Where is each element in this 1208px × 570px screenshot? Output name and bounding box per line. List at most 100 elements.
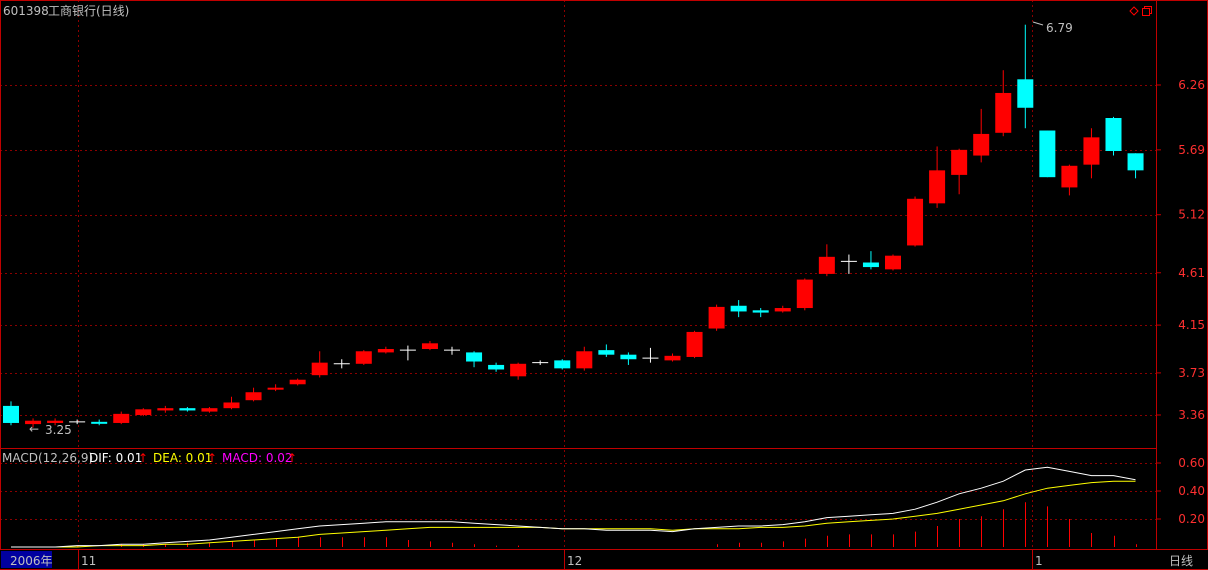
dea-value: DEA: 0.01 (153, 451, 212, 465)
price-tick-label: 3.36 (1178, 408, 1205, 422)
price-tick-label: 5.12 (1178, 208, 1205, 222)
candle (466, 351, 483, 368)
candle (1039, 130, 1056, 178)
price-axis: 6.26 5.69 5.12 4.61 4.15 3.73 3.36 (1156, 78, 1205, 422)
date-label-dec: 12 (567, 554, 582, 568)
candle (1105, 116, 1122, 156)
price-tick-label: 3.73 (1178, 366, 1205, 380)
candle (399, 345, 416, 361)
candle (25, 418, 42, 428)
candle-body (554, 360, 571, 369)
candle (620, 352, 637, 365)
candle-body (1127, 153, 1144, 171)
low-arrow: ← (29, 422, 39, 436)
candle-body (664, 355, 681, 361)
candle (708, 304, 725, 331)
candle (951, 148, 968, 195)
maximize-icon[interactable] (1142, 6, 1152, 16)
candle-body (598, 350, 615, 355)
macd-legend: MACD(12,26,9) DIF: 0.01 ↑ DEA: 0.01 ↑ MA… (2, 451, 297, 465)
candle (333, 359, 350, 369)
high-label: 6.79 (1046, 21, 1073, 35)
candle (444, 346, 460, 355)
candle (907, 196, 924, 247)
candle (686, 330, 703, 359)
candle (267, 384, 284, 392)
candle-body (774, 308, 791, 312)
candle (1127, 153, 1144, 179)
candle-body (510, 363, 527, 377)
candle (355, 350, 372, 365)
candle-body (973, 133, 990, 156)
candle-body (730, 305, 747, 312)
candle (840, 254, 857, 274)
candle-body (201, 408, 218, 412)
candle-body (311, 362, 328, 376)
macd-histogram (77, 502, 1137, 547)
candle-body (1061, 165, 1078, 188)
macd-tick-label: 0.60 (1178, 456, 1205, 470)
candle (201, 407, 218, 413)
candle-body (157, 408, 174, 411)
candle (3, 401, 19, 426)
macd-tick-label: 0.40 (1178, 484, 1205, 498)
candle (885, 254, 901, 271)
candle-body (862, 262, 879, 268)
dif-line (11, 466, 1136, 548)
candle (289, 378, 306, 386)
candle-body (1105, 118, 1122, 151)
date-axis: 2006年 11 12 1 日线 (1, 550, 1193, 569)
candle (245, 387, 262, 402)
candle (995, 70, 1012, 137)
candle-body (355, 351, 372, 364)
candle-body (1039, 130, 1056, 178)
candle (730, 300, 747, 318)
candle (642, 347, 659, 363)
candle (69, 419, 86, 425)
candle (862, 251, 879, 270)
restore-icon[interactable] (1129, 6, 1139, 16)
candle-body (289, 379, 306, 385)
candle (488, 362, 505, 372)
dif-arrow: ↑ (138, 451, 148, 465)
candle (113, 411, 130, 425)
period-label[interactable]: 日线 (1169, 554, 1193, 568)
price-tick-label: 6.26 (1178, 78, 1205, 92)
candle-body (995, 92, 1012, 133)
stock-name: 工商银行(日线) (48, 3, 129, 18)
candle-body (929, 170, 946, 204)
candle-body (1083, 137, 1100, 165)
candle-body (91, 421, 108, 424)
candle (554, 359, 571, 370)
macd-arrow: ↑ (287, 451, 297, 465)
candle-body (421, 343, 438, 349)
high-annotation: 6.79 (1032, 21, 1073, 35)
candle-body (267, 387, 284, 390)
macd-tick-label: 0.20 (1178, 512, 1205, 526)
candle (223, 396, 240, 410)
candle (510, 362, 527, 380)
candle-body (885, 255, 901, 270)
candle-body (488, 364, 505, 370)
candle-body (686, 331, 703, 357)
candle-body (223, 402, 240, 409)
stock-symbol: 601398 (3, 4, 49, 18)
candle (91, 419, 108, 426)
candle (973, 108, 990, 163)
candle-body (752, 310, 769, 313)
candle (377, 346, 394, 354)
price-tick-label: 5.69 (1178, 143, 1205, 157)
date-label-jan: 1 (1035, 554, 1043, 568)
date-label-nov: 11 (81, 554, 96, 568)
dif-value: DIF: 0.01 (89, 451, 142, 465)
date-label-year: 2006年 (10, 554, 53, 568)
candle-body (113, 413, 130, 423)
low-label: 3.25 (45, 423, 72, 437)
candle-body (576, 351, 593, 369)
candle (311, 351, 328, 378)
candle-body (620, 354, 637, 360)
candle (157, 405, 174, 413)
price-tick-label: 4.15 (1178, 318, 1205, 332)
low-annotation: ← 3.25 (29, 422, 72, 437)
